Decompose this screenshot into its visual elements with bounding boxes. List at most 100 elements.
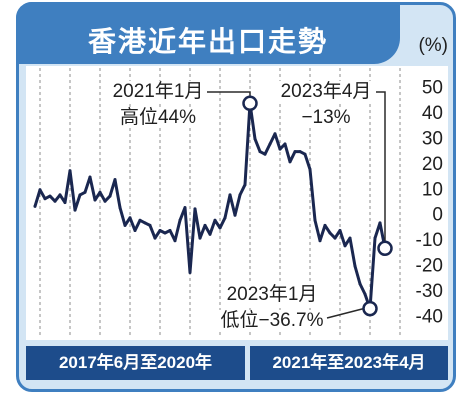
unit-label: (%) xyxy=(418,35,448,56)
data-point xyxy=(203,223,207,227)
annotation-date: 2023年4月 xyxy=(278,81,374,102)
data-point xyxy=(308,167,312,171)
data-point xyxy=(238,193,242,197)
annotation-marker xyxy=(377,240,393,257)
annotation-layer xyxy=(207,91,393,319)
data-point xyxy=(338,229,342,232)
y-tick-label: 30 xyxy=(422,128,443,149)
y-tick-label: -30 xyxy=(416,281,443,302)
y-tick-label: -20 xyxy=(416,256,443,277)
data-point xyxy=(223,216,227,220)
data-point xyxy=(98,190,102,194)
data-point xyxy=(318,239,322,243)
data-point xyxy=(188,271,192,274)
y-tick-label: 40 xyxy=(422,103,443,124)
data-point xyxy=(143,221,147,225)
data-point xyxy=(378,221,382,225)
data-point xyxy=(58,193,62,197)
data-point xyxy=(33,204,37,208)
annotation-date: 2023年1月 xyxy=(224,284,320,305)
data-point xyxy=(273,132,277,136)
y-tick-label: 20 xyxy=(422,154,443,175)
annotation-marker xyxy=(242,95,258,112)
data-point xyxy=(123,223,127,227)
data-point xyxy=(323,223,327,227)
period-bar-1: 2017年6月至2020年 xyxy=(26,346,245,380)
annotation-value: −13% xyxy=(299,107,353,128)
data-point xyxy=(148,223,152,227)
data-point xyxy=(353,264,357,268)
data-point xyxy=(103,199,107,203)
data-point xyxy=(38,188,42,192)
chart-title: 香港近年出口走勢 xyxy=(87,26,328,57)
data-point xyxy=(68,169,72,173)
annotation-low: 2023年1月 低位−36.7% xyxy=(212,282,332,334)
data-point xyxy=(283,142,287,146)
data-point xyxy=(208,232,212,236)
data-point xyxy=(313,218,317,222)
data-point xyxy=(138,218,142,222)
data-point xyxy=(168,229,172,232)
data-point xyxy=(78,193,82,197)
data-point xyxy=(198,236,202,240)
data-point xyxy=(178,218,182,222)
data-point xyxy=(358,282,362,286)
annotation-peak: 2021年1月 高位44% xyxy=(100,79,216,131)
data-point xyxy=(363,292,367,296)
y-tick-label: 10 xyxy=(422,179,443,200)
y-tick-label: 50 xyxy=(422,78,443,99)
data-point xyxy=(373,236,377,240)
data-point xyxy=(158,229,162,232)
data-point xyxy=(88,175,92,179)
data-point xyxy=(128,216,132,220)
data-point xyxy=(218,226,222,230)
annotation-value: 低位−36.7% xyxy=(218,310,326,331)
annotation-marker xyxy=(362,300,378,317)
period-bar-2: 2021年至2023年4月 xyxy=(250,346,448,380)
series-line xyxy=(33,101,387,311)
y-tick-label: -10 xyxy=(416,230,443,251)
data-point xyxy=(228,193,232,197)
data-point xyxy=(328,231,332,235)
annotation-latest: 2023年4月 −13% xyxy=(268,79,384,131)
data-point xyxy=(263,152,267,156)
data-point xyxy=(63,201,67,204)
data-point xyxy=(173,239,177,243)
annotation-leader xyxy=(207,91,251,97)
y-tick-label: 0 xyxy=(432,205,443,226)
data-point xyxy=(343,244,347,248)
annotation-leader xyxy=(326,307,364,319)
period-label: 2021年至2023年4月 xyxy=(272,353,426,372)
data-point xyxy=(253,137,257,141)
data-point xyxy=(163,231,167,235)
data-point xyxy=(233,213,237,217)
data-point xyxy=(293,150,297,154)
y-axis: 50 40 30 20 10 0 -10 -20 -30 -40 xyxy=(416,78,443,328)
data-point xyxy=(243,183,247,187)
data-point xyxy=(258,150,262,154)
data-point xyxy=(53,199,57,203)
annotation-date: 2021年1月 xyxy=(110,81,206,102)
data-point xyxy=(268,142,272,146)
data-point xyxy=(193,207,197,211)
data-point xyxy=(48,194,52,198)
data-point xyxy=(118,206,122,210)
series-layer xyxy=(33,101,387,311)
period-label: 2017年6月至2020年 xyxy=(58,353,213,372)
data-point xyxy=(303,152,307,156)
annotation-value: 高位44% xyxy=(117,107,199,128)
data-point xyxy=(333,236,337,240)
data-point xyxy=(93,198,97,202)
data-point xyxy=(278,147,282,151)
data-point xyxy=(153,236,157,240)
data-point xyxy=(133,229,137,232)
annotation-leader xyxy=(376,91,386,242)
data-point xyxy=(348,236,352,240)
data-point xyxy=(288,160,292,164)
data-point xyxy=(213,218,217,222)
title-bar: 香港近年出口走勢 xyxy=(16,2,400,64)
data-point xyxy=(83,190,87,194)
data-point xyxy=(108,194,112,198)
data-point xyxy=(113,178,117,182)
